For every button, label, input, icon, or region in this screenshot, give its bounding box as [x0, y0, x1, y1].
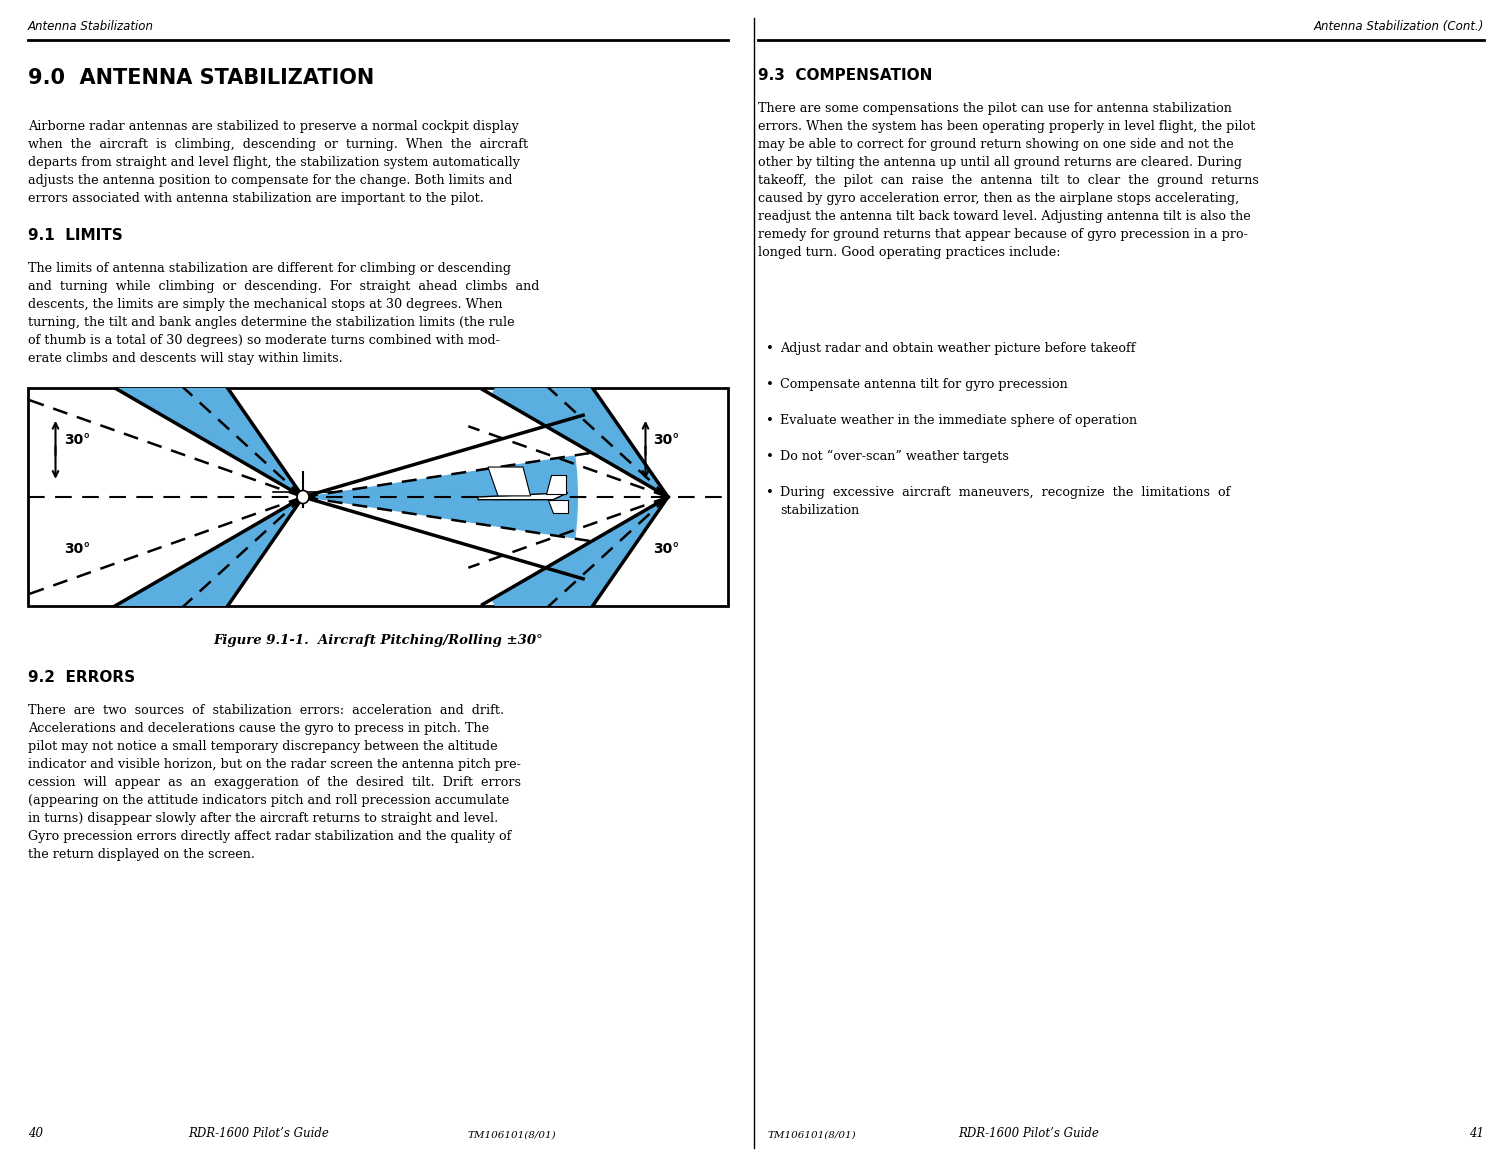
Text: 9.0  ANTENNA STABILIZATION: 9.0 ANTENNA STABILIZATION [29, 68, 374, 88]
Polygon shape [17, 497, 303, 780]
Text: Do not “over-scan” weather targets: Do not “over-scan” weather targets [780, 450, 1009, 463]
Text: •: • [766, 342, 774, 355]
Text: There are some compensations the pilot can use for antenna stabilization
errors.: There are some compensations the pilot c… [759, 102, 1259, 260]
Text: Compensate antenna tilt for gyro precession: Compensate antenna tilt for gyro precess… [780, 378, 1068, 391]
Polygon shape [17, 214, 303, 497]
Text: Evaluate weather in the immediate sphere of operation: Evaluate weather in the immediate sphere… [780, 414, 1137, 427]
Text: Antenna Stabilization: Antenna Stabilization [29, 20, 154, 33]
Text: Adjust radar and obtain weather picture before takeoff: Adjust radar and obtain weather picture … [780, 342, 1136, 355]
Polygon shape [478, 492, 569, 499]
Polygon shape [547, 499, 569, 513]
Polygon shape [492, 322, 668, 497]
Polygon shape [492, 497, 668, 672]
Text: Figure 9.1-1.  Aircraft Pitching/Rolling ±30°: Figure 9.1-1. Aircraft Pitching/Rolling … [213, 634, 543, 647]
Text: •: • [766, 414, 774, 427]
Text: 30°: 30° [653, 541, 679, 555]
Text: Airborne radar antennas are stabilized to preserve a normal cockpit display
when: Airborne radar antennas are stabilized t… [29, 120, 528, 205]
Text: 40: 40 [29, 1127, 44, 1140]
Polygon shape [546, 475, 566, 495]
Text: TM106101(8/01): TM106101(8/01) [768, 1131, 857, 1140]
Text: •: • [766, 450, 774, 463]
Text: 30°: 30° [63, 541, 90, 555]
Text: •: • [766, 487, 774, 499]
Text: There  are  two  sources  of  stabilization  errors:  acceleration  and  drift.
: There are two sources of stabilization e… [29, 704, 520, 861]
Circle shape [297, 490, 309, 504]
Text: •: • [766, 378, 774, 391]
Text: The limits of antenna stabilization are different for climbing or descending
and: The limits of antenna stabilization are … [29, 262, 540, 365]
Bar [29, 388, 728, 606]
Text: RDR-1600 Pilot’s Guide: RDR-1600 Pilot’s Guide [958, 1127, 1099, 1140]
Text: 9.3  COMPENSATION: 9.3 COMPENSATION [759, 68, 932, 83]
Text: 41: 41 [1469, 1127, 1484, 1140]
Text: Antenna Stabilization (Cont.): Antenna Stabilization (Cont.) [1313, 20, 1484, 33]
Text: 30°: 30° [653, 433, 679, 447]
Polygon shape [303, 455, 578, 539]
Text: RDR-1600 Pilot’s Guide: RDR-1600 Pilot’s Guide [188, 1127, 329, 1140]
Text: During  excessive  aircraft  maneuvers,  recognize  the  limitations  of
stabili: During excessive aircraft maneuvers, rec… [780, 487, 1231, 517]
Polygon shape [489, 467, 531, 496]
Text: 9.2  ERRORS: 9.2 ERRORS [29, 670, 136, 684]
Text: 9.1  LIMITS: 9.1 LIMITS [29, 228, 122, 243]
Text: TM106101(8/01): TM106101(8/01) [467, 1131, 556, 1140]
Text: 30°: 30° [63, 433, 90, 447]
